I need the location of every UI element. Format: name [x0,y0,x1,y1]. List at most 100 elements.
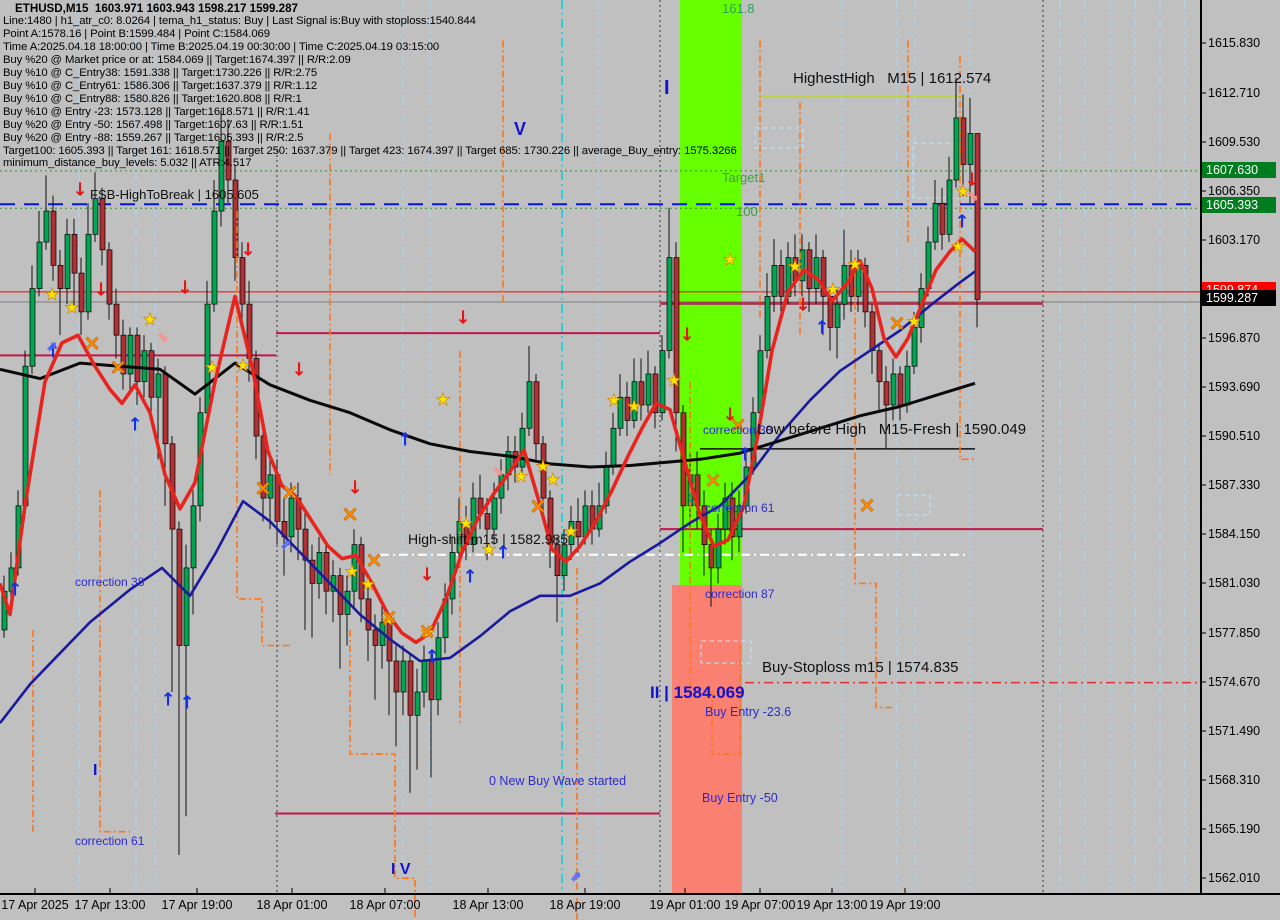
candle-body [960,117,967,165]
zigzag-box [896,494,931,516]
cross-signal-icon: × [341,502,359,526]
buy-arrow-icon: ↑ [7,580,22,601]
candle-body [834,303,841,328]
price-tag: 1605.393 [1202,197,1276,213]
price-axis[interactable]: 1615.830 1612.710 1609.530 1606.350 1603.170… [1200,0,1280,894]
star-signal-icon: ★ [142,310,157,330]
candle-body [316,552,323,584]
trailing-stop-line [854,257,895,709]
candle-body [127,334,134,375]
candle-body [876,350,883,383]
y-axis-label: 1587.330 [1208,478,1261,492]
star-signal-icon: ★ [722,250,737,270]
y-axis-label: 1603.170 [1208,233,1261,247]
sell-arrow-icon: ↓ [722,405,737,426]
y-axis-label: 1593.690 [1208,380,1261,394]
sell-arrow-icon: ↓ [240,240,255,261]
star-signal-icon: ★ [955,182,970,202]
y-axis-label: 1565.190 [1208,822,1261,836]
y-axis-label: 1615.830 [1208,36,1261,50]
x-axis-label: 19 Apr 01:00 [649,898,721,912]
trailing-stop-line [349,630,416,920]
candle-body [554,544,561,577]
star-signal-icon: ★ [435,390,450,410]
down-right-hollow-arrow-icon: ⇘ [968,190,979,205]
candle-body [155,373,162,398]
candle-body [820,257,827,297]
candle-body [568,521,575,545]
candle-body [183,567,190,646]
candle-body [666,257,673,352]
candle-body [575,521,582,538]
y-axis-label: 1596.870 [1208,331,1261,345]
candle-body [267,474,274,499]
y-axis-label: 1568.310 [1208,773,1261,787]
candle-body [78,272,85,313]
star-signal-icon: ★ [950,237,965,257]
candle-body [715,528,722,569]
up-right-hollow-arrow-icon: ⇗ [571,870,582,885]
cross-signal-icon: × [380,605,398,629]
candle-body [134,334,141,383]
y-axis-label: 1574.670 [1208,675,1261,689]
star-signal-icon: ★ [787,257,802,277]
cross-signal-icon: × [83,331,101,355]
candle-body [799,249,806,282]
candle-body [708,544,715,569]
x-axis-label: 17 Apr 19:00 [161,898,233,912]
candle-body [953,117,960,181]
buy-arrow-icon: ↑ [814,318,829,339]
info-line: Time A:2025.04.18 18:00:00 | Time B:2025… [3,40,440,53]
info-line: Buy %10 @ C_Entry88: 1580.826 || Target:… [3,92,302,105]
candle-body [890,373,897,406]
fibo-band [672,585,742,893]
candle-body [939,202,946,235]
sell-arrow-icon: ↓ [291,360,306,381]
info-line: Line:1480 | h1_atr_c0: 8.0264 | tema_h1_… [3,15,476,27]
candle-body [323,552,330,592]
candle-body [71,233,78,274]
axis-separator-vertical [1200,0,1202,894]
sell-arrow-icon: ↓ [72,180,87,201]
candle-body [722,497,729,530]
y-axis-label: 1606.350 [1208,184,1261,198]
zigzag-box [700,640,752,664]
candle-body [288,497,295,538]
slow-ma-line [0,270,976,724]
candle-body [897,373,904,406]
sell-arrow-icon: ↓ [419,565,434,586]
candle-body [673,257,680,414]
candle-body [904,365,911,406]
star-signal-icon: ★ [235,356,250,376]
buy-arrow-icon: ↑ [127,415,142,436]
candle-body [64,233,71,289]
star-signal-icon: ★ [626,397,641,417]
y-axis-label: 1581.030 [1208,576,1261,590]
info-lines: Line:1480 | h1_atr_c0: 8.0264 | tema_h1_… [3,15,737,170]
info-block: ETHUSD,M15 1603.971 1603.943 1598.217 15… [3,2,737,170]
star-signal-icon: ★ [847,255,862,275]
buy-arrow-icon: ↑ [45,342,60,363]
star-signal-icon: ★ [344,562,359,582]
y-axis-label: 1609.530 [1208,135,1261,149]
info-line: Target100: 1605.393 || Target 161: 1618.… [3,144,737,157]
sell-arrow-icon: ↓ [679,325,694,346]
candle-body [302,528,309,561]
y-axis-label: 1577.850 [1208,626,1261,640]
trailing-stop-line [99,490,130,833]
candle-body [491,497,498,530]
candle-body [869,311,876,352]
price-tag: 1599.287 [1202,290,1276,306]
candle-body [365,598,372,631]
y-axis-label: 1612.710 [1208,86,1261,100]
sell-arrow-icon: ↓ [455,308,470,329]
cross-signal-icon: × [858,493,876,517]
candle-body [85,233,92,313]
buy-arrow-icon: ↑ [495,543,510,564]
time-axis[interactable]: 17 Apr 2025 17 Apr 13:00 17 Apr 19:00 18 Ap… [0,894,1280,920]
star-signal-icon: ★ [64,298,79,318]
sell-arrow-icon: ↓ [93,280,108,301]
candle-body [862,264,869,313]
candle-body [148,350,155,398]
